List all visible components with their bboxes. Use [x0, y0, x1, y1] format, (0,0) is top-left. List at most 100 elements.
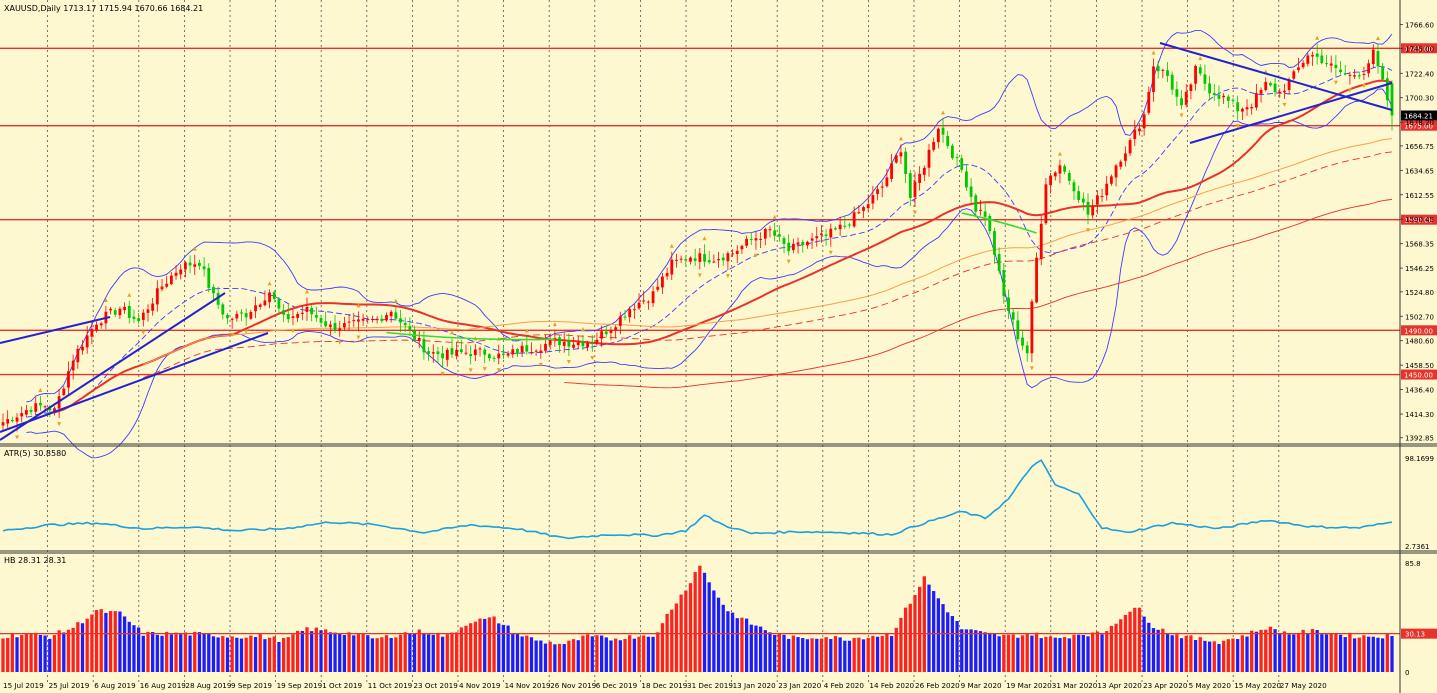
candle-body [361, 318, 365, 321]
histogram-bar [1091, 632, 1095, 672]
candle-body [431, 352, 435, 354]
histogram-bar [295, 630, 300, 672]
histogram-bar [730, 612, 735, 672]
x-tick-label: 14 Feb 2020 [869, 681, 914, 690]
candle-body [1156, 66, 1160, 72]
histogram-bar [239, 638, 244, 672]
histogram-bar [426, 634, 431, 672]
histogram-bar [29, 633, 33, 672]
histogram-bar [576, 640, 580, 672]
histogram-bar [773, 634, 777, 672]
candle-body [1245, 107, 1249, 110]
candle-body [1287, 79, 1291, 91]
candle-body [240, 312, 243, 314]
histogram-bar [85, 618, 89, 672]
candle-body [137, 318, 141, 321]
candle-body [941, 127, 945, 135]
y-tick-label: 1392.85 [1405, 435, 1434, 443]
candle-body [791, 243, 795, 251]
histogram-bar [768, 632, 772, 672]
histogram-bar [76, 622, 80, 672]
fractal-up [580, 326, 585, 331]
candle-body [1063, 166, 1067, 172]
histogram-bar [978, 631, 983, 672]
histogram-bar [623, 638, 627, 672]
candle-body [960, 158, 964, 170]
histogram-bar [352, 635, 356, 672]
candle-body [436, 351, 440, 355]
candle-body [623, 316, 627, 318]
candle-body [1222, 95, 1226, 98]
histogram-bar [1081, 635, 1085, 672]
histogram-bar [716, 597, 721, 672]
level-label: 1590.00 [1404, 217, 1433, 225]
candle-body [899, 152, 903, 157]
histogram-bar [1371, 636, 1375, 672]
candle-body [141, 312, 145, 321]
histogram-bar [557, 643, 562, 672]
histogram-bar [749, 624, 753, 672]
candle-body [679, 258, 683, 260]
histogram-bar [398, 634, 403, 672]
candle-body [375, 318, 379, 321]
fractal-down [828, 250, 833, 255]
histogram-bar [670, 609, 674, 672]
histogram-bar [342, 635, 347, 672]
consolidation-curve [386, 331, 555, 341]
candle-body [773, 230, 777, 236]
histogram-bar [791, 635, 796, 672]
candle-body [1320, 55, 1324, 64]
x-tick-label: 16 Aug 2019 [140, 681, 186, 690]
candle-body [71, 360, 75, 371]
histogram-bar [132, 625, 136, 672]
candle-body [820, 233, 823, 235]
fractal-down [566, 359, 571, 364]
candle-body [918, 173, 922, 184]
histogram-bar [436, 632, 440, 672]
candle-body [497, 353, 501, 359]
candle-body [221, 304, 225, 315]
histogram-bar [511, 633, 515, 672]
candle-body [983, 211, 987, 217]
histogram-bar [889, 636, 894, 672]
candle-body [782, 238, 786, 244]
level-label: 1450.00 [1404, 372, 1433, 380]
candle-body [548, 339, 552, 345]
candle-body [1091, 206, 1095, 216]
candle-body [974, 195, 978, 212]
vertical-gridlines [47, 0, 1280, 684]
candle-body [656, 286, 660, 290]
candle-body [684, 259, 688, 261]
candle-body [1, 422, 5, 426]
current-price-tag [1401, 110, 1437, 121]
candle-body [338, 328, 342, 331]
candle-body [1119, 161, 1123, 167]
histogram-bar [52, 635, 57, 672]
histogram-bar [1362, 635, 1366, 672]
histogram-bar [824, 637, 828, 672]
candle-body [997, 254, 1001, 271]
candle-body [1189, 84, 1193, 92]
histogram-bar [1338, 634, 1343, 672]
candle-body [1105, 183, 1109, 196]
histogram-bar [1067, 638, 1071, 672]
atr-line [2, 459, 1393, 540]
histogram-bar [272, 636, 276, 672]
histogram-bar [464, 625, 468, 672]
candle-body [230, 318, 234, 320]
x-tick-label: 4 Feb 2020 [824, 681, 865, 690]
candle-body [520, 345, 524, 353]
histogram-bar [497, 623, 501, 672]
candle-body [698, 253, 702, 262]
candle-body [160, 286, 164, 290]
histogram-bar [936, 598, 940, 672]
candle-body [34, 403, 38, 412]
histogram-bar [707, 582, 711, 672]
candle-body [1203, 74, 1207, 84]
histogram-bar [1207, 641, 1212, 672]
histogram-bar [165, 631, 169, 672]
atr-tick-label: 2.7361 [1405, 543, 1430, 551]
fractal-up [669, 243, 674, 248]
fractal-up [127, 292, 132, 297]
candle-body [464, 352, 468, 354]
